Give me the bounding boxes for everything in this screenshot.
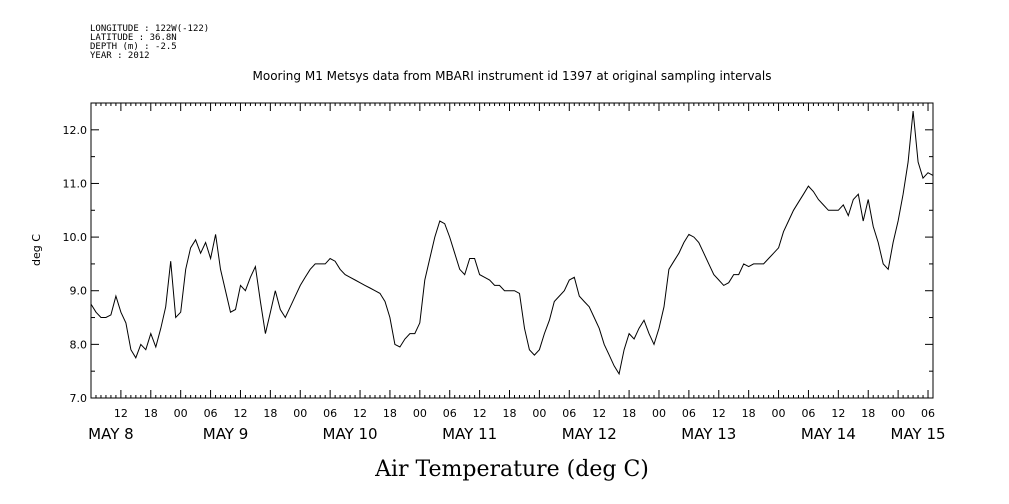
x-hour-label: 12 — [353, 407, 367, 420]
y-tick-label: 12.0 — [63, 124, 88, 137]
latitude-label: LATITUDE : 36.8N — [90, 33, 177, 43]
x-hour-label: 12 — [712, 407, 726, 420]
plot-frame — [90, 102, 934, 399]
y-axis: 7.0 8.0 9.0 10.0 11.0 12.0 — [63, 124, 933, 405]
y-tick-label: 10.0 — [63, 231, 88, 244]
series-line — [90, 110, 934, 376]
x-hour-label: 06 — [323, 407, 337, 420]
y-axis-label: deg C — [30, 234, 43, 266]
chart-title: Mooring M1 Metsys data from MBARI instru… — [253, 69, 772, 83]
x-day-label: MAY 9 — [203, 425, 249, 443]
x-hour-label: 12 — [592, 407, 606, 420]
x-hour-label: 18 — [622, 407, 636, 420]
x-hour-label: 00 — [532, 407, 546, 420]
x-day-label: MAY 11 — [442, 425, 497, 443]
year-label: YEAR : 2012 — [90, 51, 150, 61]
x-day-label: MAY 8 — [88, 425, 134, 443]
x-hour-label: 06 — [443, 407, 457, 420]
x-hour-label: 06 — [682, 407, 696, 420]
x-hour-label: 00 — [652, 407, 666, 420]
x-hour-label: 06 — [562, 407, 576, 420]
x-hour-label: 00 — [772, 407, 786, 420]
x-hour-label: 00 — [293, 407, 307, 420]
x-day-label: MAY 13 — [681, 425, 736, 443]
x-hour-label: 12 — [114, 407, 128, 420]
x-hour-label: 00 — [413, 407, 427, 420]
x-hour-label: 12 — [233, 407, 247, 420]
x-hour-label: 12 — [473, 407, 487, 420]
y-tick-label: 8.0 — [70, 338, 88, 351]
y-tick-label: 11.0 — [63, 177, 88, 190]
x-day-label: MAY 14 — [801, 425, 856, 443]
x-hour-label: 18 — [503, 407, 517, 420]
x-hour-label: 06 — [801, 407, 815, 420]
x-hour-label: 12 — [831, 407, 845, 420]
x-hour-label: 18 — [263, 407, 277, 420]
y-tick-label: 9.0 — [70, 285, 88, 298]
x-hour-label: 06 — [204, 407, 218, 420]
x-hour-label: 18 — [861, 407, 875, 420]
x-axis: 12 18 00 06 12 18 00 06 12 18 00 06 12 18 00 06 12 18 00 06… — [88, 103, 946, 443]
x-day-label: MAY 15 — [891, 425, 946, 443]
x-axis-label: Air Temperature (deg C) — [374, 457, 649, 482]
x-hour-label: 00 — [891, 407, 905, 420]
x-hour-label: 18 — [383, 407, 397, 420]
x-hour-label: 18 — [144, 407, 158, 420]
x-day-label: MAY 10 — [323, 425, 378, 443]
x-day-label: MAY 12 — [562, 425, 617, 443]
x-hour-label: 18 — [742, 407, 756, 420]
x-hour-label: 00 — [174, 407, 188, 420]
x-hour-label: 06 — [921, 407, 935, 420]
y-tick-label: 7.0 — [70, 392, 88, 405]
longitude-label: LONGITUDE : 122W(-122) — [90, 24, 209, 34]
depth-label: DEPTH (m) : -2.5 — [90, 42, 177, 52]
